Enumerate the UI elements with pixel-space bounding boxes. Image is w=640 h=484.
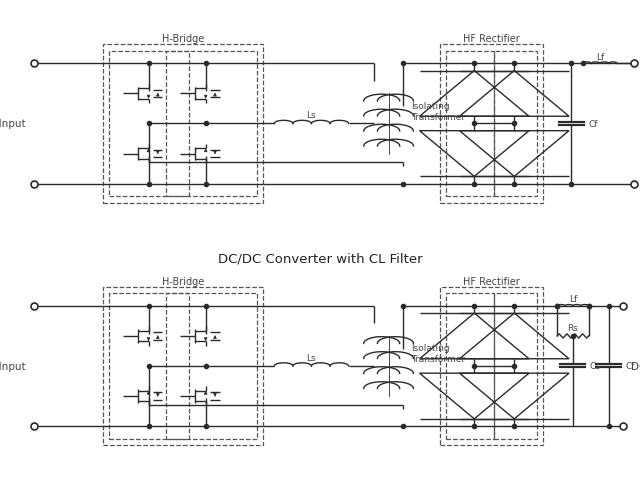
Text: Cf: Cf xyxy=(626,362,636,371)
Text: DC Output: DC Output xyxy=(632,361,640,371)
Text: HF Rectifier: HF Rectifier xyxy=(463,34,520,44)
Text: H-Bridge: H-Bridge xyxy=(162,276,204,286)
Text: HF Rectifier: HF Rectifier xyxy=(463,276,520,286)
Bar xyxy=(109,51,189,197)
Bar xyxy=(103,45,263,203)
Text: Cs: Cs xyxy=(590,362,601,371)
Bar xyxy=(494,293,537,439)
Text: DC Input: DC Input xyxy=(0,361,26,371)
Bar xyxy=(109,293,189,439)
Bar xyxy=(494,51,537,197)
Text: Cf: Cf xyxy=(589,120,598,129)
Bar xyxy=(445,293,494,439)
Bar xyxy=(445,51,494,197)
Text: Lf: Lf xyxy=(569,295,577,304)
Text: DC/DC Converter with CL Filter: DC/DC Converter with CL Filter xyxy=(218,252,422,265)
Bar xyxy=(440,45,543,203)
Bar xyxy=(440,287,543,445)
Text: Ls: Ls xyxy=(307,353,316,362)
Bar xyxy=(103,287,263,445)
Text: H-Bridge: H-Bridge xyxy=(162,34,204,44)
Text: Lf: Lf xyxy=(596,53,604,62)
Bar xyxy=(166,293,257,439)
Text: DC Input: DC Input xyxy=(0,119,26,129)
Text: Ls: Ls xyxy=(307,111,316,120)
Bar xyxy=(166,51,257,197)
Text: Rs: Rs xyxy=(568,324,579,333)
Text: Isolating
Transformer: Isolating Transformer xyxy=(412,101,465,121)
Text: Isolating
Transformer: Isolating Transformer xyxy=(412,343,465,363)
